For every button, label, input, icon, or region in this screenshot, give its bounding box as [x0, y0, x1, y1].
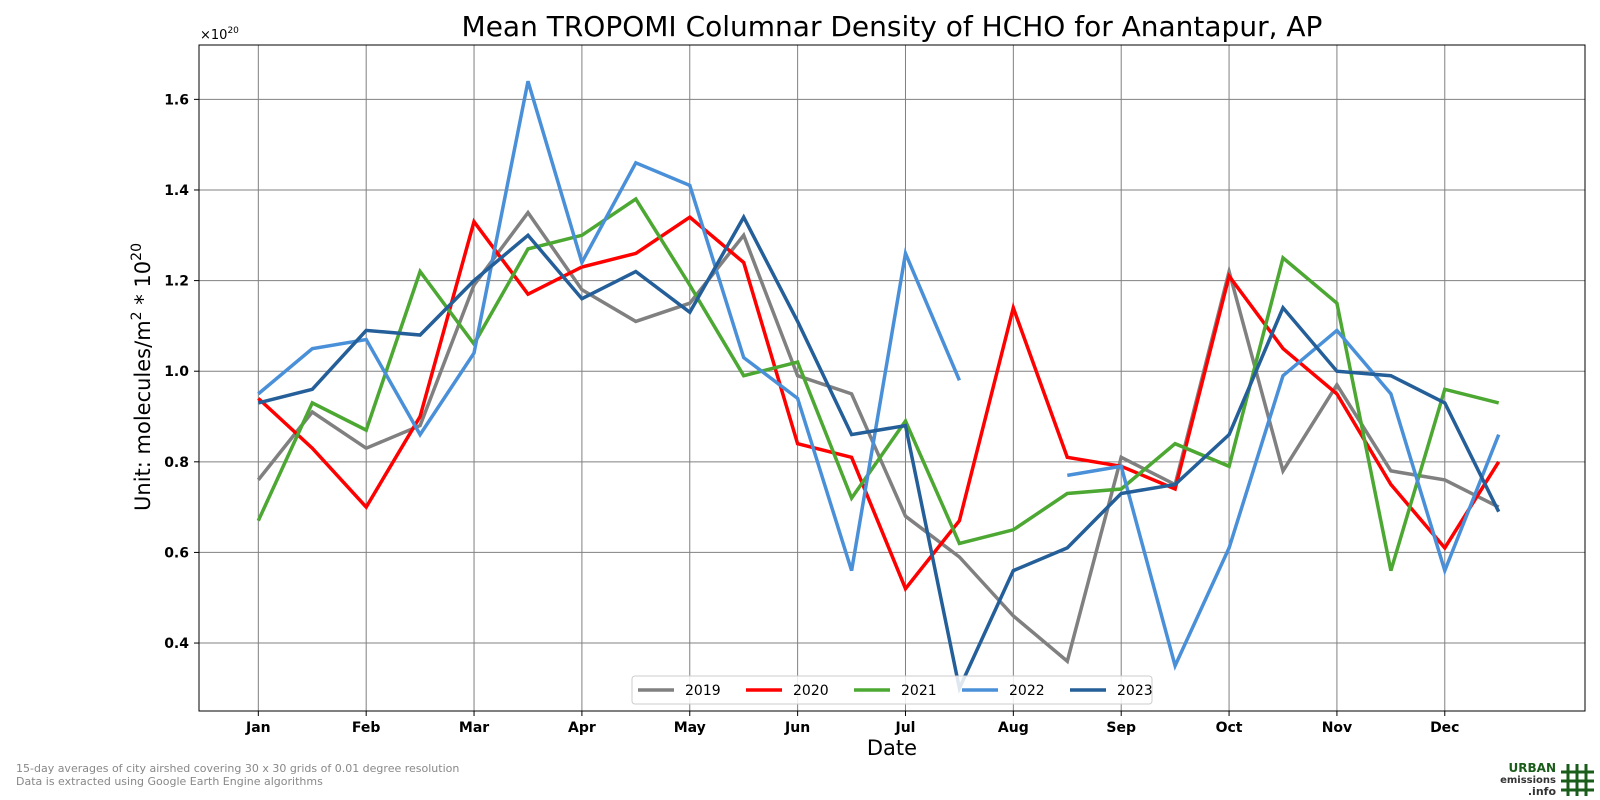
x-axis-label: Date [867, 736, 917, 760]
series-lines [256, 80, 1501, 694]
legend-label-2019: 2019 [685, 683, 721, 699]
x-tick-label: Nov [1322, 720, 1352, 736]
legend-label-2022: 2022 [1009, 683, 1045, 699]
legend-label-2021: 2021 [901, 683, 937, 699]
logo-word-urban: URBAN [1508, 761, 1556, 775]
y-tick-label: 1.6 [164, 92, 189, 108]
series-line-2019 [256, 209, 1500, 665]
logo-grid-icon [1561, 764, 1594, 796]
x-tick-label: May [674, 720, 706, 736]
x-tick-label: Jun [784, 720, 810, 736]
y-scale-factor: ×1020 [200, 26, 239, 43]
legend-label-2023: 2023 [1117, 683, 1153, 699]
plot-area [198, 44, 1586, 712]
footnote-line-2: Data is extracted using Google Earth Eng… [16, 775, 323, 788]
series-line-2023 [257, 213, 1501, 694]
y-tick-label: 0.6 [164, 545, 189, 561]
x-axis-ticks: Jan Feb Mar Apr May Jun Jul Aug Sep Oct Nov Dec [245, 711, 1459, 736]
legend-box [631, 675, 1153, 705]
x-tick-label: Apr [568, 720, 596, 736]
y-tick-label: 1.4 [164, 183, 189, 199]
x-tick-label: Jul [894, 720, 915, 736]
x-tick-label: Mar [459, 720, 489, 736]
y-tick-label: 1.2 [164, 274, 189, 290]
x-tick-label: Feb [352, 720, 381, 736]
legend: 2019 2020 2021 2022 2023 [631, 675, 1153, 705]
x-tick-label: Aug [998, 720, 1029, 736]
y-tick-label: 0.4 [164, 636, 189, 652]
logo-word-info: .info [1527, 785, 1556, 798]
y-tick-label: 1.0 [164, 364, 189, 380]
x-tick-label: Dec [1430, 720, 1459, 736]
series-line-2020 [257, 215, 1501, 593]
y-tick-label: 0.8 [164, 455, 189, 471]
y-axis-ticks: 0.4 0.6 0.8 1.0 1.2 1.4 1.6 [164, 92, 199, 652]
chart-title: Mean TROPOMI Columnar Density of HCHO fo… [462, 10, 1323, 43]
x-tick-label: Sep [1106, 720, 1136, 736]
y-axis-label: Unit: molecules/m2 * 1020 [129, 243, 155, 511]
footnote-line-1: 15-day averages of city airshed covering… [16, 762, 460, 775]
x-tick-label: Jan [245, 720, 271, 736]
logo-word-emissions: emissions [1500, 775, 1556, 786]
urban-emissions-logo: URBAN emissions .info [1500, 762, 1596, 798]
series-line-2022 [257, 80, 962, 572]
series-line-2021 [256, 196, 1500, 572]
x-tick-label: Oct [1216, 720, 1243, 736]
series-line-2022 [1067, 327, 1501, 671]
legend-label-2020: 2020 [793, 683, 829, 699]
